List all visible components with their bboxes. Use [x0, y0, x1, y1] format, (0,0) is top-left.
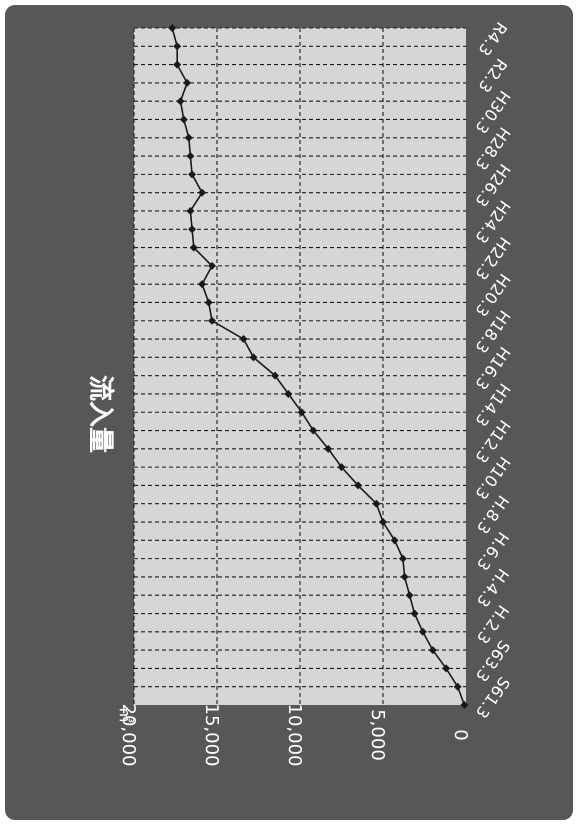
- data-point-marker: [324, 444, 333, 453]
- data-point-marker: [204, 298, 213, 307]
- data-point-marker: [208, 261, 217, 270]
- data-point-marker: [418, 627, 427, 636]
- data-point-marker: [198, 280, 207, 289]
- data-point-marker: [168, 24, 177, 32]
- value-tick-label: 0: [450, 729, 471, 740]
- series-layer: [168, 24, 469, 709]
- data-point-marker: [198, 188, 207, 197]
- category-tick-label: H.2.3: [473, 602, 513, 648]
- data-point-marker: [239, 335, 248, 344]
- data-point-marker: [400, 572, 409, 581]
- data-point-marker: [173, 60, 182, 69]
- data-point-marker: [390, 536, 399, 545]
- chart-panel: 流入量 ㎥ 0 5,000 10,000 15,000 20,000 S61.3 S63.3…: [5, 5, 573, 820]
- data-point-marker: [271, 371, 280, 380]
- data-point-marker: [309, 426, 318, 435]
- inflow-chart: 流入量 ㎥ 0 5,000 10,000 15,000 20,000 S61.3S63.3…: [85, 18, 514, 767]
- data-point-marker: [405, 591, 414, 600]
- data-point-marker: [179, 115, 188, 124]
- data-point-marker: [186, 152, 195, 161]
- data-point-marker: [176, 97, 185, 106]
- data-point-marker: [297, 408, 306, 417]
- data-point-marker: [186, 206, 195, 215]
- category-tick-label: H.6.3: [473, 528, 513, 574]
- grid-layer: [133, 27, 466, 705]
- category-tick-label: H.4.3: [473, 565, 513, 611]
- data-point-marker: [398, 554, 407, 563]
- data-point-marker: [337, 463, 346, 472]
- category-tick-label: H10.3: [471, 453, 514, 503]
- data-point-marker: [183, 78, 192, 87]
- category-tick-label: R4.3: [475, 18, 512, 59]
- data-point-marker: [188, 170, 197, 179]
- data-point-marker: [442, 664, 451, 673]
- value-tick-label: 5,000: [367, 709, 388, 761]
- data-point-marker: [284, 389, 293, 398]
- data-point-marker: [189, 243, 198, 252]
- category-tick-label: R2.3: [475, 55, 512, 96]
- data-point-marker: [410, 609, 419, 618]
- value-tick-label: 10,000: [284, 704, 305, 767]
- chart-title: 流入量: [85, 375, 115, 453]
- data-point-marker: [188, 225, 197, 234]
- unit-label: ㎥: [116, 707, 135, 723]
- data-point-marker: [372, 499, 381, 508]
- value-tick-label: 15,000: [201, 704, 222, 767]
- data-point-marker: [173, 42, 182, 51]
- category-tick-label: H.8.3: [473, 492, 513, 538]
- data-point-marker: [428, 646, 437, 655]
- value-tick-label: 20,000: [118, 704, 139, 767]
- data-point-marker: [208, 316, 217, 325]
- data-point-marker: [184, 133, 193, 142]
- data-point-marker: [379, 518, 387, 527]
- data-point-marker: [354, 481, 363, 490]
- category-tick-label: S63.3: [472, 637, 514, 685]
- data-point-marker: [460, 701, 469, 709]
- category-tick-label: S61.3: [472, 673, 514, 721]
- data-point-marker: [453, 682, 462, 691]
- data-point-marker: [249, 353, 258, 362]
